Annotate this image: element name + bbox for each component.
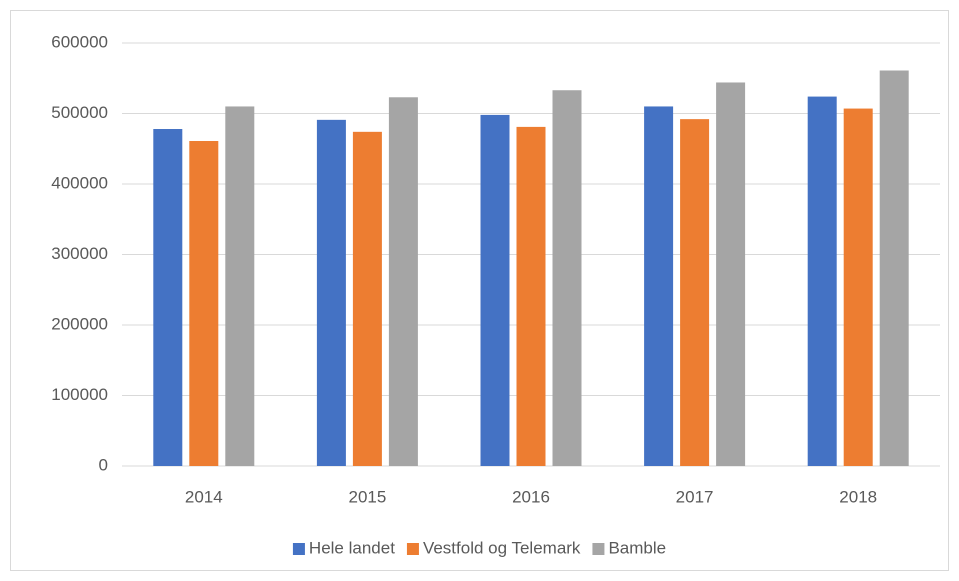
y-tick-label: 500000 (51, 103, 108, 122)
bar (644, 106, 674, 466)
bar (843, 108, 873, 466)
y-tick-label: 600000 (51, 32, 108, 51)
bar (316, 119, 346, 466)
bar (480, 114, 510, 466)
x-tick-label: 2018 (839, 487, 877, 506)
x-tick-label: 2015 (348, 487, 386, 506)
bar (716, 82, 746, 466)
bar (680, 119, 710, 466)
legend-label: Hele landet (309, 538, 395, 557)
legend-swatch (592, 543, 605, 555)
bar (388, 97, 418, 466)
x-tick-label: 2017 (676, 487, 714, 506)
y-tick-label: 0 (99, 455, 108, 474)
y-tick-label: 200000 (51, 314, 108, 333)
bar (189, 140, 219, 466)
bar (879, 70, 909, 467)
y-tick-label: 400000 (51, 173, 108, 192)
x-tick-label: 2016 (512, 487, 550, 506)
legend-label: Vestfold og Telemark (423, 538, 581, 557)
bar (807, 96, 837, 466)
legend-swatch (292, 543, 305, 555)
y-tick-label: 300000 (51, 244, 108, 263)
bar (552, 90, 582, 467)
bar (352, 131, 382, 466)
bar (153, 129, 183, 466)
bar (516, 126, 546, 467)
legend-swatch (406, 543, 419, 555)
y-tick-label: 100000 (51, 385, 108, 404)
legend-label: Bamble (608, 538, 666, 557)
x-tick-label: 2014 (185, 487, 223, 506)
bar (225, 106, 255, 466)
